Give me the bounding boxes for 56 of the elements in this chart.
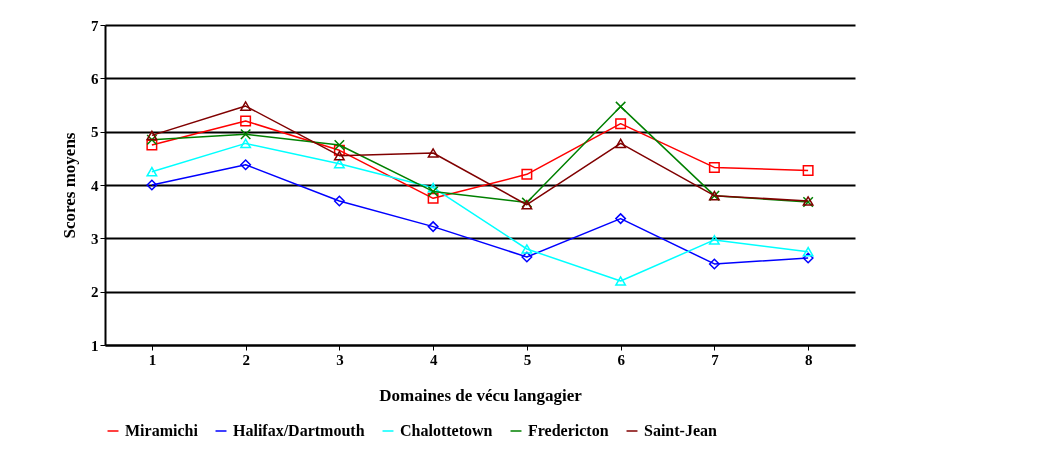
y-tick-label: 6 bbox=[91, 70, 99, 87]
point bbox=[615, 138, 627, 149]
point bbox=[333, 158, 345, 169]
legend-label: Fredericton bbox=[528, 422, 609, 439]
point bbox=[333, 144, 345, 156]
point bbox=[802, 252, 814, 264]
point bbox=[708, 258, 720, 270]
point bbox=[427, 192, 439, 204]
x-tick-label: 7 bbox=[711, 351, 720, 368]
point bbox=[615, 213, 627, 225]
point bbox=[708, 235, 720, 245]
x-tick-label: 8 bbox=[804, 351, 813, 368]
x-tick-label: 6 bbox=[617, 351, 626, 368]
point bbox=[146, 139, 158, 151]
point bbox=[146, 179, 158, 191]
point bbox=[802, 246, 814, 257]
point bbox=[333, 195, 345, 207]
x-tick-label: 5 bbox=[523, 351, 532, 368]
point bbox=[521, 168, 533, 180]
point bbox=[615, 101, 627, 113]
y-tick-label: 4 bbox=[91, 177, 99, 194]
point bbox=[521, 244, 533, 254]
point bbox=[615, 118, 627, 130]
point bbox=[802, 165, 814, 177]
y-tick-label: 7 bbox=[91, 17, 99, 34]
point bbox=[240, 159, 252, 171]
point bbox=[240, 115, 252, 127]
legend-label: Saint-Jean bbox=[644, 422, 717, 439]
point bbox=[427, 185, 439, 197]
point bbox=[427, 182, 439, 193]
point bbox=[333, 139, 345, 151]
y-tick-label: 5 bbox=[91, 124, 99, 141]
point bbox=[240, 138, 252, 149]
point bbox=[708, 161, 720, 173]
legend-label: Miramichi bbox=[125, 422, 199, 439]
point bbox=[521, 251, 533, 263]
point bbox=[240, 128, 252, 140]
point bbox=[146, 134, 158, 146]
x-axis-title: Domaines de vécu langagier bbox=[379, 385, 583, 405]
point bbox=[615, 276, 627, 286]
point bbox=[427, 148, 439, 158]
x-tick-label: 4 bbox=[429, 351, 438, 368]
x-tick-label: 3 bbox=[336, 351, 344, 368]
legend-label: Halifax/Dartmouth bbox=[233, 422, 365, 439]
point bbox=[333, 150, 345, 161]
x-tick-label: 1 bbox=[148, 351, 157, 368]
point bbox=[146, 166, 158, 177]
y-tick-label: 3 bbox=[91, 230, 99, 247]
x-tick-label: 2 bbox=[242, 351, 250, 368]
point bbox=[146, 130, 158, 141]
point bbox=[240, 101, 252, 111]
legend-label: Chalottetown bbox=[400, 422, 493, 439]
point bbox=[427, 221, 439, 233]
y-tick-label: 1 bbox=[91, 337, 99, 354]
y-axis-title: Scores moyens bbox=[60, 132, 79, 239]
y-tick-label: 2 bbox=[91, 284, 99, 301]
